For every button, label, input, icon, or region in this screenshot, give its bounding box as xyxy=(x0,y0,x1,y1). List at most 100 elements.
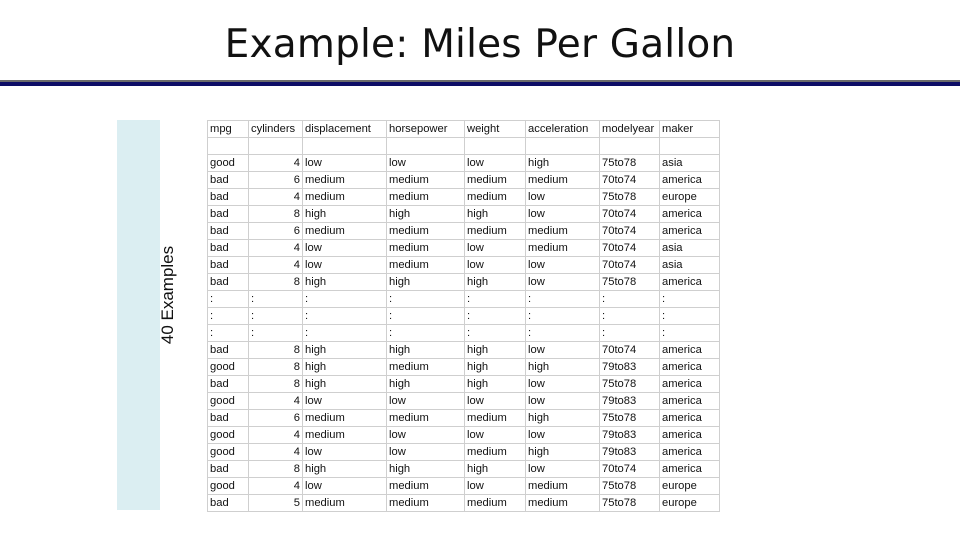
table-cell-maker xyxy=(659,137,720,155)
table-cell-displacement: high xyxy=(302,460,387,478)
table-cell-acceleration: medium xyxy=(525,171,600,189)
table-header: mpg cylinders displacement horsepower weight… xyxy=(207,120,720,138)
column-header-maker: maker xyxy=(659,120,720,138)
table-cell-horsepower: medium xyxy=(386,171,465,189)
table-cell-cylinders: 8 xyxy=(248,460,303,478)
table-cell-horsepower: : xyxy=(386,290,465,308)
table-cell-maker: america xyxy=(659,409,720,427)
table-cell-weight: medium xyxy=(464,171,526,189)
table-cell-displacement: low xyxy=(302,256,387,274)
table-row: bad 8 high high high low 70to74 america xyxy=(207,460,720,478)
table-cell-weight: : xyxy=(464,324,526,342)
table-cell-acceleration: low xyxy=(525,273,600,291)
table-cell-acceleration: : xyxy=(525,307,600,325)
table-row xyxy=(207,137,720,155)
table-cell-weight: high xyxy=(464,205,526,223)
table-cell-acceleration: high xyxy=(525,154,600,172)
table-cell-acceleration: low xyxy=(525,256,600,274)
table-cell-maker: : xyxy=(659,290,720,308)
table-cell-mpg: bad xyxy=(207,375,249,393)
table-cell-cylinders: 8 xyxy=(248,205,303,223)
table-cell-cylinders: : xyxy=(248,307,303,325)
table-row: bad 5 medium medium medium medium 75to78 europe xyxy=(207,494,720,512)
table-cell-acceleration: medium xyxy=(525,494,600,512)
table-cell-weight: low xyxy=(464,477,526,495)
table-cell-modelyear: 75to78 xyxy=(599,154,660,172)
table-cell-displacement: medium xyxy=(302,409,387,427)
table-cell-mpg: bad xyxy=(207,222,249,240)
table-cell-modelyear: 70to74 xyxy=(599,256,660,274)
table-cell-cylinders: 4 xyxy=(248,392,303,410)
table-cell-acceleration: medium xyxy=(525,222,600,240)
table-cell-acceleration: low xyxy=(525,460,600,478)
table-cell-acceleration xyxy=(525,137,600,155)
slide-title: Example: Miles Per Gallon xyxy=(224,22,736,67)
table-cell-displacement: high xyxy=(302,273,387,291)
table-row: bad 8 high high high low 75to78 america xyxy=(207,375,720,393)
table-cell-maker: america xyxy=(659,460,720,478)
table-cell-acceleration: : xyxy=(525,324,600,342)
table-cell-acceleration: high xyxy=(525,409,600,427)
table-cell-maker: asia xyxy=(659,256,720,274)
table-cell-displacement: low xyxy=(302,392,387,410)
table-row: bad 8 high high high low 70to74 america xyxy=(207,205,720,223)
table-cell-displacement: medium xyxy=(302,426,387,444)
table-cell-horsepower: : xyxy=(386,307,465,325)
table-cell-maker: : xyxy=(659,307,720,325)
table-cell-cylinders: 6 xyxy=(248,409,303,427)
table-cell-mpg: bad xyxy=(207,341,249,359)
table-cell-cylinders: 4 xyxy=(248,426,303,444)
table-cell-cylinders: 8 xyxy=(248,273,303,291)
table-cell-displacement: medium xyxy=(302,188,387,206)
table-cell-maker: europe xyxy=(659,494,720,512)
table-cell-maker: america xyxy=(659,426,720,444)
table-cell-modelyear: : xyxy=(599,324,660,342)
table-cell-horsepower: low xyxy=(386,154,465,172)
table-cell-mpg: bad xyxy=(207,460,249,478)
table-cell-displacement: : xyxy=(302,307,387,325)
table-cell-horsepower: high xyxy=(386,205,465,223)
table-cell-maker: asia xyxy=(659,154,720,172)
table-row: good 4 low low low low 79to83 america xyxy=(207,392,720,410)
table-cell-horsepower: high xyxy=(386,273,465,291)
examples-count-label: 40 Examples xyxy=(158,245,177,345)
table-cell-cylinders: 4 xyxy=(248,443,303,461)
table-cell-mpg: : xyxy=(207,290,249,308)
table-cell-modelyear: 75to78 xyxy=(599,273,660,291)
table-cell-displacement xyxy=(302,137,387,155)
table-cell-maker: america xyxy=(659,205,720,223)
table-cell-displacement: low xyxy=(302,154,387,172)
table-cell-acceleration: low xyxy=(525,426,600,444)
table-cell-weight: low xyxy=(464,392,526,410)
table-cell-mpg: bad xyxy=(207,205,249,223)
column-header-weight: weight xyxy=(464,120,526,138)
table-row: bad 6 medium medium medium high 75to78 america xyxy=(207,409,720,427)
header-row: mpg cylinders displacement horsepower weight… xyxy=(207,120,720,138)
table-cell-mpg: good xyxy=(207,477,249,495)
title-divider-thin xyxy=(0,80,960,82)
table-row: good 4 low medium low medium 75to78 europe xyxy=(207,477,720,495)
title-divider-thick xyxy=(0,82,960,86)
table-cell-maker: america xyxy=(659,375,720,393)
table-cell-cylinders: : xyxy=(248,290,303,308)
table-row: bad 8 high high high low 75to78 america xyxy=(207,273,720,291)
table-cell-weight: high xyxy=(464,460,526,478)
table-cell-acceleration: medium xyxy=(525,239,600,257)
table-cell-modelyear: 75to78 xyxy=(599,409,660,427)
table-row: good 4 low low medium high 79to83 america xyxy=(207,443,720,461)
table-row: :::::::: xyxy=(207,290,720,308)
table-cell-horsepower: medium xyxy=(386,358,465,376)
table-cell-cylinders: : xyxy=(248,324,303,342)
table-cell-modelyear: 75to78 xyxy=(599,494,660,512)
column-header-cylinders: cylinders xyxy=(248,120,303,138)
table-cell-displacement: : xyxy=(302,290,387,308)
table-cell-cylinders: 8 xyxy=(248,341,303,359)
table-cell-displacement: medium xyxy=(302,171,387,189)
table-cell-horsepower: medium xyxy=(386,409,465,427)
table-cell-maker: america xyxy=(659,222,720,240)
table-cell-modelyear: 79to83 xyxy=(599,443,660,461)
mpg-data-table: mpg cylinders displacement horsepower weight… xyxy=(207,120,720,512)
table-row: :::::::: xyxy=(207,307,720,325)
table-cell-horsepower: low xyxy=(386,443,465,461)
table-cell-horsepower: medium xyxy=(386,239,465,257)
